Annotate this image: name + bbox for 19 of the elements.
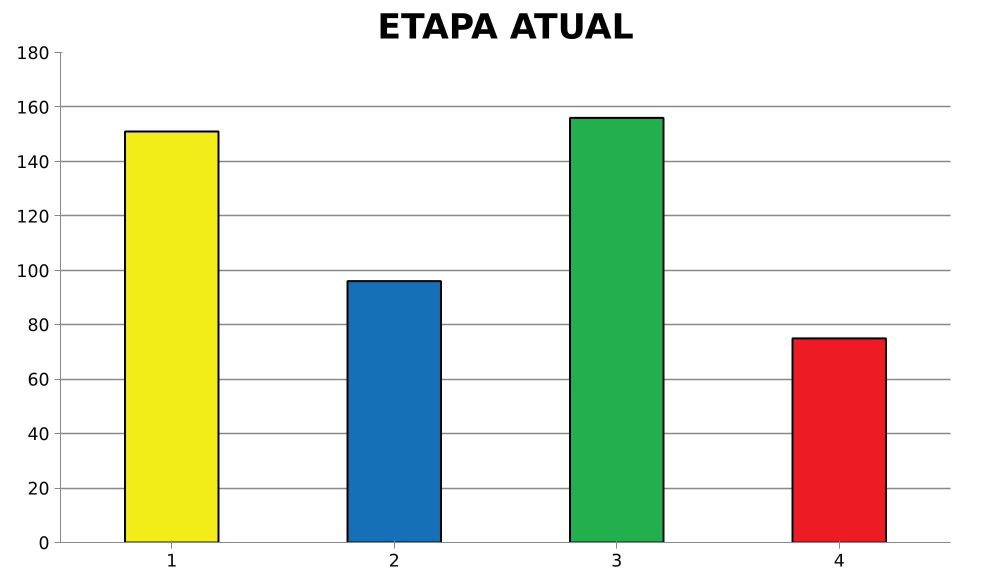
x-tick-label: 4 [834, 552, 845, 572]
y-tick-label: 140 [16, 152, 50, 173]
y-tick-label: 40 [27, 425, 50, 446]
chart-title: ETAPA ATUAL [377, 8, 634, 48]
y-tick-label: 20 [27, 480, 50, 500]
y-tick-label: 180 [16, 44, 50, 64]
x-tick-label: 3 [611, 552, 622, 572]
bar [792, 337, 887, 542]
x-tick-label: 2 [388, 552, 400, 572]
bar [124, 130, 220, 542]
y-tick-label: 100 [16, 262, 50, 282]
y-tick-label: 160 [16, 98, 50, 118]
y-tick-label: 120 [16, 207, 50, 228]
bar [569, 116, 664, 542]
x-tick-label: 1 [166, 552, 178, 572]
bar [346, 280, 442, 542]
y-tick-label: 0 [38, 534, 50, 554]
y-tick-label: 80 [27, 316, 50, 336]
y-tick-label: 60 [27, 370, 50, 391]
